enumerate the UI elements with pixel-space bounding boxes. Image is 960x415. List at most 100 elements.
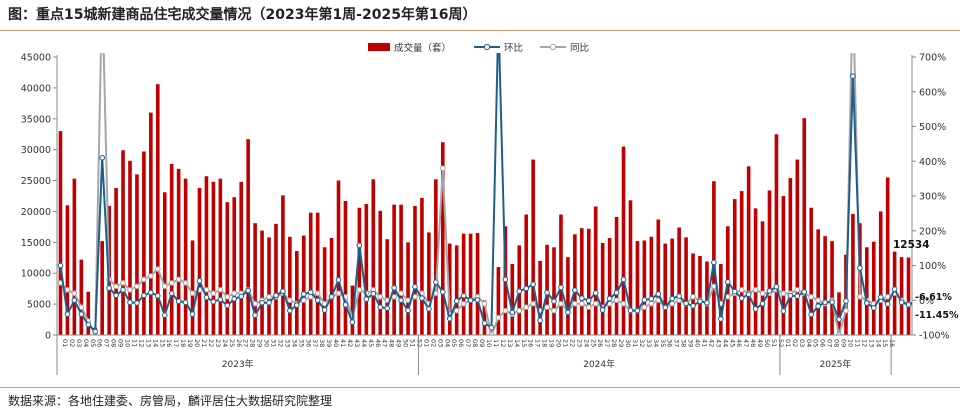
week-tick-label: 14 (874, 339, 882, 347)
yoy-point (335, 290, 342, 297)
mom-point (676, 293, 682, 299)
volume-bar (329, 238, 334, 335)
mom-point (398, 297, 404, 304)
volume-bar (468, 233, 473, 335)
week-tick-label: 22 (568, 339, 576, 347)
week-tick-label: 29 (617, 339, 625, 347)
week-tick-label: 13 (506, 339, 514, 347)
mom-point (64, 311, 71, 317)
volume-bar (461, 233, 466, 335)
mom-point (294, 302, 300, 308)
chart-title: 图：重点15城新建商品住宅成交量情况（2023年第1周-2025年第16周） (8, 7, 477, 23)
volume-bar (663, 243, 668, 335)
volume-bar (413, 205, 417, 335)
mom-point (815, 303, 821, 309)
left-tick-label: 45000 (21, 53, 51, 64)
yoy-point (356, 287, 363, 293)
week-tick-label: 06 (819, 339, 827, 347)
left-tick-label: 30000 (21, 145, 51, 156)
legend-bar-swatch (368, 43, 390, 51)
volume-bar (719, 263, 723, 335)
mom-point (196, 277, 203, 284)
yoy-point (579, 300, 585, 307)
mom-point (662, 304, 669, 311)
mom-point (843, 298, 849, 304)
volume-bar (885, 177, 890, 335)
volume-bar (837, 292, 841, 335)
mom-point (342, 301, 349, 308)
week-tick-label: 04 (82, 339, 90, 347)
yoy-point (377, 293, 384, 300)
week-tick-label: 23 (214, 339, 222, 347)
last-yoy-label: -11.45% (915, 310, 959, 321)
yoy-point (134, 283, 140, 290)
volume-bar (580, 228, 584, 335)
week-tick-label: 15 (158, 339, 166, 347)
mom-point (231, 296, 238, 302)
mom-point (259, 299, 265, 306)
week-tick-label: 20 (193, 339, 201, 347)
mom-point (141, 292, 147, 299)
volume-bar (100, 241, 104, 335)
week-tick-label: 43 (714, 339, 722, 347)
mom-point (669, 295, 675, 302)
mom-point (238, 293, 245, 300)
week-tick-label: 27 (603, 339, 611, 347)
week-tick-label: 48 (388, 339, 396, 347)
mom-point (613, 289, 620, 296)
week-tick-label: 29 (256, 339, 264, 347)
volume-bar (816, 229, 820, 335)
mom-point (496, 14, 501, 19)
mom-point (731, 288, 738, 295)
volume-bar (739, 191, 744, 335)
mom-point (120, 287, 126, 293)
volume-bar (232, 197, 237, 335)
legend-bar-label: 成交量（套） (394, 42, 451, 54)
volume-bar (788, 178, 793, 335)
mom-point (551, 298, 557, 305)
volume-bar (239, 181, 244, 335)
legend-mom-marker (483, 43, 491, 51)
week-tick-label: 34 (290, 339, 298, 347)
mom-point (794, 293, 801, 299)
left-tick-label: 5000 (27, 300, 51, 311)
volume-bar (559, 214, 563, 335)
mom-point (787, 292, 794, 299)
yoy-point (64, 287, 71, 293)
volume-bar (593, 206, 598, 335)
week-tick-label: 05 (450, 339, 458, 347)
week-tick-label: 02 (68, 339, 76, 347)
yoy-point (398, 290, 404, 297)
week-tick-label: 45 (728, 339, 736, 347)
yoy-point (182, 280, 189, 286)
week-tick-label: 11 (853, 339, 861, 347)
chart-legend: 成交量（套） 环比 同比 (368, 42, 589, 54)
week-tick-label: 09 (840, 339, 848, 347)
volume-bar (684, 237, 688, 335)
volume-bar (343, 200, 348, 335)
yoy-point (752, 287, 759, 293)
mom-point (280, 288, 286, 295)
volume-bar (614, 217, 619, 335)
volume-bar (510, 263, 515, 335)
yoy-point (217, 287, 224, 293)
yoy-point (189, 290, 196, 297)
volume-bar (774, 134, 779, 335)
mom-point (127, 299, 133, 306)
week-tick-label: 03 (798, 339, 806, 347)
week-tick-label: 36 (666, 339, 674, 347)
volume-bar (169, 163, 174, 335)
week-tick-label: 09 (478, 339, 486, 347)
mom-point (266, 299, 272, 306)
mom-point (175, 298, 182, 305)
volume-bar (420, 197, 424, 335)
legend-mom-label: 环比 (504, 42, 523, 54)
week-tick-label: 15 (520, 339, 528, 347)
volume-bar (183, 178, 188, 335)
volume-bar (281, 195, 285, 335)
yoy-point (641, 304, 648, 311)
mom-point (113, 292, 119, 299)
volume-bar (753, 208, 758, 335)
week-tick-label: 24 (582, 339, 590, 347)
week-tick-label: 48 (749, 339, 757, 347)
